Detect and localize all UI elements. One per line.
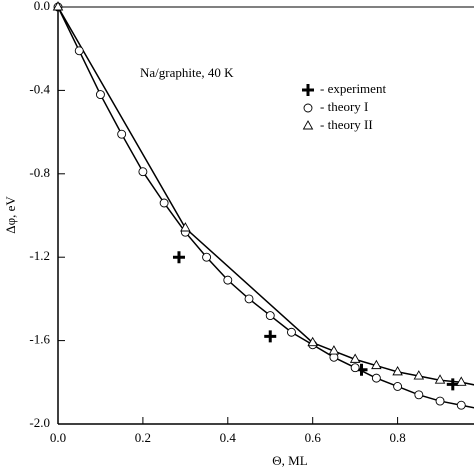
marker-circle [202,252,212,262]
series-line [57,6,474,409]
x-tick-label: 0.6 [305,430,322,445]
marker-triangle [434,374,446,384]
legend-label: - experiment [320,81,386,96]
y-tick-label: -0.8 [29,165,50,180]
y-tick-label: -1.6 [29,332,50,347]
x-axis-label: Θ, ML [272,453,307,468]
y-tick-label: -0.4 [29,81,50,96]
x-tick-label: 0.2 [135,430,151,445]
legend-marker [302,84,314,96]
marker-circle [95,90,105,100]
y-tick-label: 0.0 [34,0,50,13]
legend-label: - theory II [320,117,373,132]
marker-circle [456,400,466,410]
marker-circle [138,167,148,177]
marker-circle [350,363,360,373]
marker-circle [287,327,296,337]
marker-circle [117,129,127,139]
x-tick-label: 0.0 [50,430,66,445]
series-line [57,6,474,386]
y-axis-label: Δφ, eV [3,196,18,234]
marker-plus [264,330,277,343]
x-tick-label: 0.4 [220,430,237,445]
marker-triangle [180,222,191,232]
legend-marker [303,103,313,113]
marker-circle [435,396,445,406]
marker-triangle [52,1,64,11]
marker-triangle [328,345,340,355]
y-tick-label: -2.0 [29,415,50,430]
x-tick-label: 0.8 [389,430,405,445]
marker-circle [414,390,424,400]
marker-triangle [371,359,382,370]
marker-circle [223,275,233,285]
marker-plus [172,251,185,264]
marker-circle [265,311,275,321]
annotation: Na/graphite, 40 K [140,65,234,80]
marker-circle [371,373,381,383]
marker-circle [74,46,84,56]
marker-circle [244,294,254,304]
marker-triangle [307,336,318,347]
marker-triangle [392,365,403,376]
marker-circle [159,198,169,208]
legend-label: - theory I [320,99,368,114]
marker-circle [329,352,339,362]
y-tick-label: -1.2 [29,248,50,263]
marker-triangle [413,370,425,380]
legend-marker [302,120,314,130]
marker-triangle [349,353,361,363]
marker-triangle [455,376,467,386]
marker-circle [393,382,403,391]
